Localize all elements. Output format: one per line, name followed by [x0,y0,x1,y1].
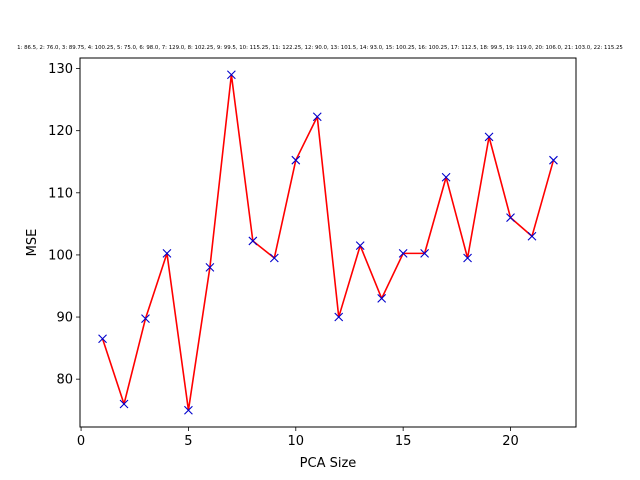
data-point [549,155,558,165]
data-point [312,112,322,122]
data-point [377,294,387,303]
x-axis: 0 5 10 15 20 [77,427,519,449]
data-point [463,253,472,263]
data-point [355,241,365,250]
data-point [184,405,193,415]
data-point [441,172,451,182]
x-tick-label: 15 [395,434,412,449]
chart-title: 1: 86.5, 2: 76.0, 3: 89.75, 4: 100.25, 5… [17,45,623,51]
x-tick-label: 5 [184,434,192,449]
data-point [420,248,430,258]
y-axis: 80 90 100 110 120 130 [48,62,80,388]
data-point [226,70,236,80]
data-point [119,399,129,409]
data-point [506,213,515,223]
x-tick-label: 20 [502,434,519,449]
x-tick-label: 10 [288,434,305,449]
y-tick-label: 120 [48,124,73,139]
plot-frame [79,57,577,428]
y-tick-label: 90 [56,311,73,326]
data-point [98,334,107,344]
series-line [101,73,555,412]
data-point [484,132,494,142]
y-axis-label: MSE [25,229,40,257]
data-point [398,248,408,258]
y-tick-label: 80 [56,373,73,388]
y-tick-label: 100 [48,248,73,263]
y-tick-label: 110 [48,186,73,201]
data-point [269,253,279,263]
x-axis-label: PCA Size [300,456,357,471]
data-point [248,236,258,246]
data-point [334,312,344,322]
data-point [291,155,301,165]
y-tick-label: 130 [48,62,73,77]
x-tick-label: 0 [77,434,85,449]
data-point [162,248,172,258]
data-point [527,231,537,241]
data-point [141,314,150,323]
plot-area [98,70,558,415]
data-point [205,262,215,272]
